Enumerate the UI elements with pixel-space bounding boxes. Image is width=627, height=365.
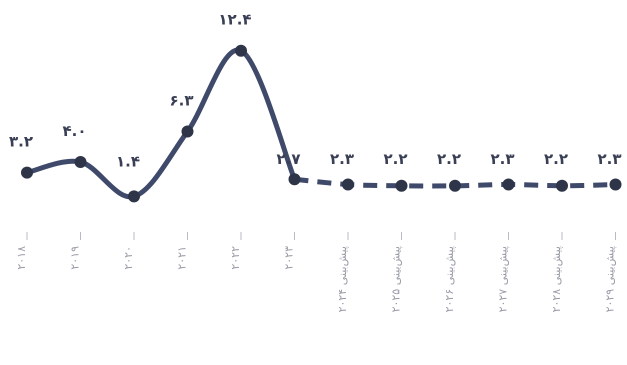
- data-point: [556, 179, 568, 192]
- x-tick-label: پیش‌بینی ۲۰۲۹: [604, 246, 617, 312]
- data-label: ۱.۴: [116, 152, 140, 170]
- data-label: ۲.۲: [544, 150, 568, 168]
- data-label: ۲.۲: [383, 150, 407, 168]
- data-label: ۶.۳: [169, 92, 193, 110]
- x-tick-label: پیش‌بینی ۲۰۲۵: [390, 246, 403, 312]
- x-tick-label: ۲۰۲۳: [283, 246, 296, 270]
- x-tick-label: ۲۰۲۱: [176, 246, 189, 270]
- data-label: ۲.۳: [597, 150, 621, 168]
- x-tick-label: پیش‌بینی ۲۰۲۷: [497, 246, 510, 312]
- x-tick-label: پیش‌بینی ۲۰۲۴: [336, 246, 349, 312]
- data-label: ۴.۰: [62, 122, 86, 140]
- data-labels: ۳.۲ ۴.۰ ۱.۴ ۶.۳ ۱۲.۴ ۲.۷ ۲.۳ ۲.۲ ۲.۲ ۲.۳ ۲.۲ ۲.۳: [9, 11, 622, 171]
- x-axis-ticks: ۲۰۱۸ ۲۰۱۹ ۲۰۲۰ ۲۰۲۱ ۲۰۲۲ ۲۰۲۳ پیش‌بینی ۲۰۲۴ پیش…: [15, 232, 617, 312]
- x-tick-label: پیش‌بینی ۲۰۲۸: [550, 246, 563, 312]
- data-label: ۲.۷: [276, 150, 300, 168]
- data-point: [74, 156, 87, 168]
- x-tick-label: ۲۰۱۹: [69, 246, 82, 270]
- x-tick-label: ۲۰۱۸: [15, 246, 28, 270]
- data-label: ۲.۳: [330, 150, 354, 168]
- data-point: [342, 178, 354, 191]
- data-point: [449, 179, 461, 192]
- data-point: [128, 190, 140, 203]
- x-tick-label: ۲۰۲۰: [122, 246, 135, 270]
- data-point: [609, 178, 622, 191]
- x-tick-label: پیش‌بینی ۲۰۲۶: [443, 246, 456, 312]
- data-label: ۲.۳: [490, 150, 514, 168]
- data-points: [21, 44, 622, 203]
- data-point: [181, 125, 194, 138]
- data-label: ۱۲.۴: [218, 11, 251, 29]
- data-point: [288, 173, 301, 186]
- data-point: [502, 178, 515, 191]
- x-tick-label: ۲۰۲۲: [229, 246, 242, 270]
- data-label: ۳.۲: [9, 133, 33, 151]
- data-point: [235, 44, 247, 57]
- data-point: [21, 166, 33, 179]
- data-label: ۲.۲: [437, 150, 461, 168]
- data-point: [395, 179, 408, 192]
- series-lines: [24, 47, 616, 200]
